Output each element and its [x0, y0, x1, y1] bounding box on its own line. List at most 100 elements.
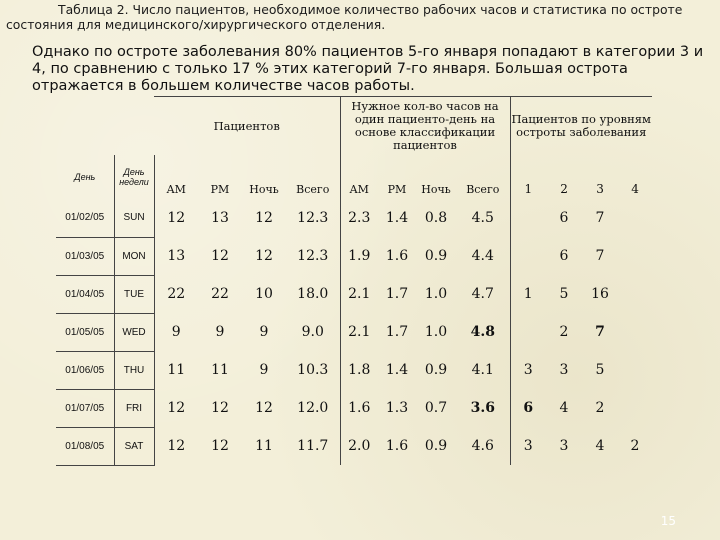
table-row: 01/04/05 TUE 22 22 10 18.0 2.1 1.7 1.0 4…: [56, 275, 652, 314]
cell-level-4: [618, 237, 652, 275]
cell-level-3: 5: [595, 362, 605, 378]
table-caption: Таблица 2. Число пациентов, необходимое …: [6, 2, 683, 32]
cell-level-1: 3: [523, 438, 533, 454]
cell-level-1: 6: [523, 400, 534, 416]
cell-hours-am: 1.6: [339, 389, 378, 427]
cell-patients-am: 9: [171, 324, 181, 340]
cell-patients-total: 9.0: [301, 324, 324, 340]
cell-level-3: 16: [591, 286, 609, 302]
cell-patients-pm: 11: [211, 362, 229, 378]
row-day-of-week: FRI: [113, 389, 155, 428]
body-paragraph: Однако по остроте заболевания 80% пациен…: [32, 44, 704, 94]
cell-hours-am: 1.8: [339, 351, 378, 389]
cell-patients-night: 12: [255, 248, 273, 264]
cell-hours-total: 4.7: [456, 275, 511, 313]
cell-patients-am: 12: [167, 400, 186, 416]
cell-level-1: 3: [523, 362, 533, 378]
subheader-level-4: 4: [631, 182, 639, 196]
subheader-am: AM: [339, 179, 378, 199]
header-severity: Пациентов по уровням остроты заболевания: [510, 96, 653, 155]
cell-patients-night: 12: [255, 210, 273, 226]
cell-level-1: [510, 237, 546, 275]
table-row: 01/05/05 WED 9 9 9 9.0 2.1 1.7 1.0 4.8 2…: [56, 313, 652, 352]
cell-hours-am: 2.1: [339, 275, 378, 313]
cell-level-3: 7: [595, 248, 605, 264]
cell-level-2: 6: [559, 210, 569, 226]
header-empty: [56, 97, 154, 156]
cell-level-2: 5: [559, 286, 569, 302]
header-patients: Пациентов: [154, 96, 340, 155]
header-day: День: [74, 172, 96, 182]
cell-hours-pm: 1.4: [385, 362, 409, 378]
subheader-level-2: 2: [560, 182, 568, 196]
cell-hours-night: 1.0: [424, 286, 448, 302]
header-spacer-patients: [154, 155, 340, 179]
subheader-row: AM PM Ночь Всего AM PM Ночь Всего 1 2 3 …: [56, 179, 652, 199]
cell-patients-night: 9: [259, 324, 269, 340]
cell-hours-pm: 1.7: [385, 286, 409, 302]
cell-patients-night: 11: [255, 438, 273, 454]
cell-level-2: 6: [559, 248, 569, 264]
subheader-night: Ночь: [421, 182, 451, 196]
table-row: 01/08/05 SAT 12 12 11 11.7 2.0 1.6 0.9 4…: [56, 427, 652, 466]
cell-hours-night: 0.9: [424, 362, 448, 378]
row-date: 01/05/05: [56, 313, 114, 352]
cell-patients-pm: 12: [211, 400, 229, 416]
subheader-total: Всего: [296, 182, 330, 196]
table-row: 01/06/05 THU 11 11 9 10.3 1.8 1.4 0.9 4.…: [56, 351, 652, 390]
cell-patients-pm: 13: [211, 210, 229, 226]
cell-level-4: [618, 313, 652, 351]
row-date: 01/03/05: [56, 237, 114, 276]
cell-patients-am: 12: [167, 210, 186, 226]
subheader-pm: PM: [387, 182, 407, 196]
cell-level-4: [618, 275, 652, 313]
cell-level-2: 2: [559, 324, 569, 340]
cell-hours-total: 4.5: [456, 199, 511, 237]
row-date: 01/06/05: [56, 351, 114, 390]
cell-hours-pm: 1.4: [385, 210, 409, 226]
header-spacer-severity: [510, 155, 652, 179]
row-day-of-week: SUN: [113, 199, 155, 238]
cell-patients-total: 12.0: [297, 400, 329, 416]
cell-hours-am: 1.9: [339, 237, 378, 275]
cell-hours-night: 0.8: [424, 210, 448, 226]
cell-hours-pm: 1.7: [385, 324, 409, 340]
cell-patients-pm: 12: [211, 248, 229, 264]
cell-patients-am: 12: [167, 438, 186, 454]
row-day-of-week: SAT: [113, 427, 155, 466]
cell-level-2: 3: [559, 362, 569, 378]
header-day-of-week: День недели: [113, 155, 155, 199]
cell-hours-total: 4.8: [456, 313, 511, 351]
patient-statistics-table: Пациентов Нужное кол-во часов на один па…: [56, 96, 653, 466]
cell-hours-pm: 1.3: [385, 400, 409, 416]
cell-level-2: 3: [559, 438, 569, 454]
cell-hours-total: 4.4: [456, 237, 511, 275]
cell-level-3: 7: [595, 210, 605, 226]
header-spacer-hours: [339, 155, 511, 179]
cell-patients-pm: 9: [215, 324, 225, 340]
cell-hours-pm: 1.6: [385, 438, 409, 454]
cell-hours-total: 4.6: [456, 427, 511, 465]
subheader-am: AM: [166, 182, 186, 196]
row-date: 01/07/05: [56, 389, 114, 428]
cell-level-1: [510, 199, 546, 237]
row-day-of-week: THU: [113, 351, 155, 390]
subheader-level-3: 3: [596, 182, 604, 196]
row-day-of-week: WED: [113, 313, 155, 352]
cell-patients-total: 18.0: [297, 286, 329, 302]
cell-patients-pm: 22: [211, 286, 229, 302]
cell-patients-total: 12.3: [297, 210, 329, 226]
cell-hours-total: 3.6: [456, 389, 511, 427]
cell-level-2: 4: [559, 400, 569, 416]
cell-hours-am: 2.1: [339, 313, 378, 351]
cell-level-4: 2: [630, 438, 640, 454]
cell-patients-am: 11: [167, 362, 186, 378]
cell-patients-pm: 12: [211, 438, 229, 454]
table-row: 01/07/05 FRI 12 12 12 12.0 1.6 1.3 0.7 3…: [56, 389, 652, 428]
header-nurse-hours: Нужное кол-во часов на один пациенто-ден…: [339, 96, 511, 155]
table-container: Пациентов Нужное кол-во часов на один па…: [56, 96, 653, 466]
table-row: 01/02/05 SUN 12 13 12 12.3 2.3 1.4 0.8 4…: [56, 199, 652, 238]
cell-level-3: 7: [595, 324, 605, 340]
cell-level-1: 1: [523, 286, 533, 302]
row-day-of-week: TUE: [113, 275, 155, 314]
